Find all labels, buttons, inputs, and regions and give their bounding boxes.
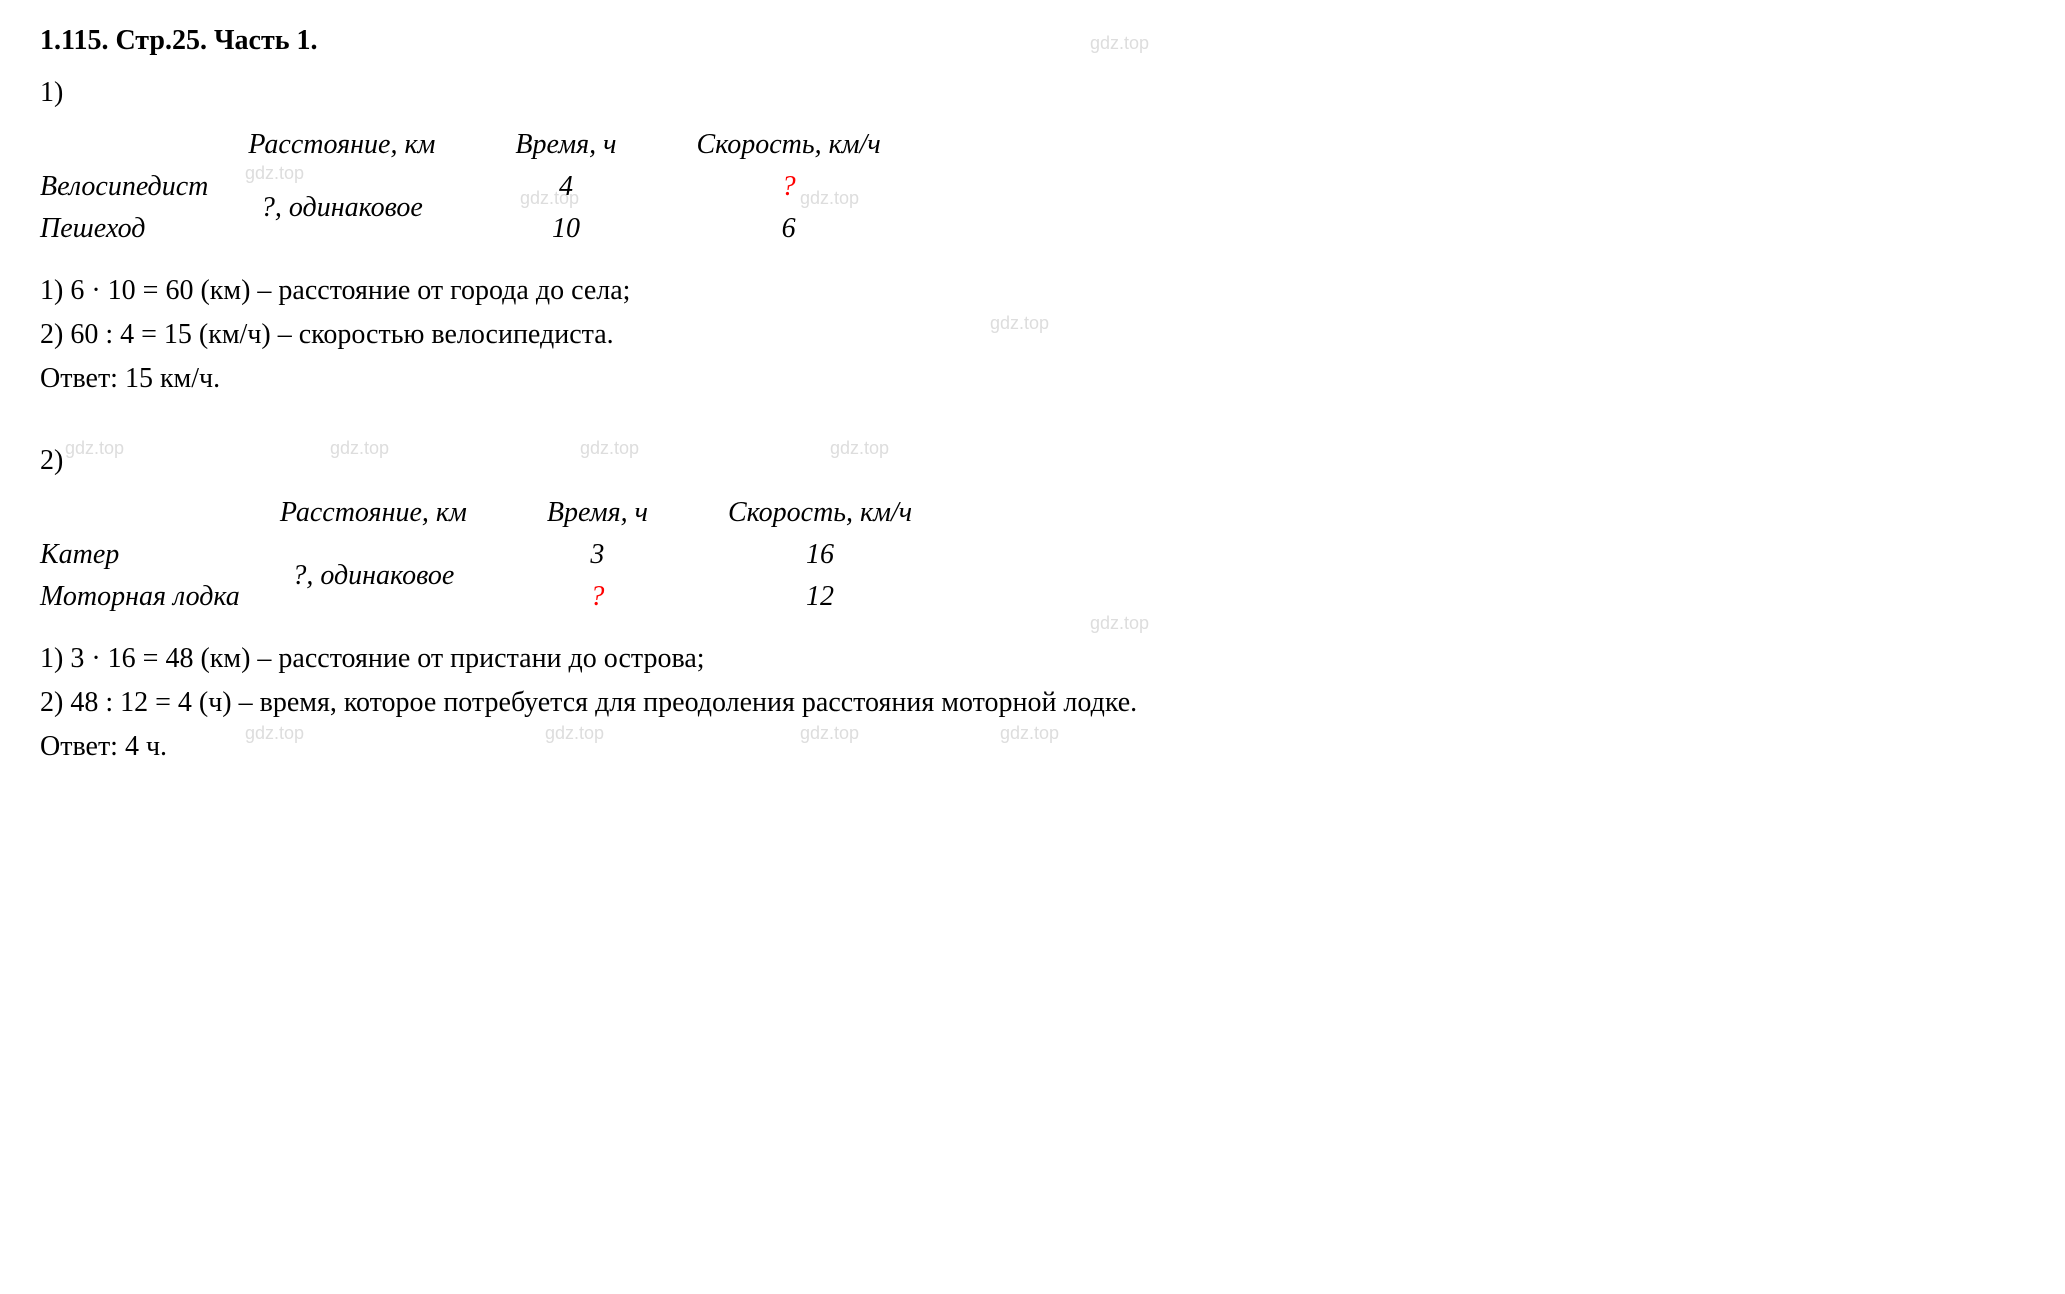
col-header-time: Время, ч [515,124,616,166]
section1-table: Велосипедист Пешеход Расстояние, км ?, о… [40,124,2025,250]
speed-cell: 12 [728,576,912,618]
speed-cell: ? [696,166,880,208]
col-header-distance: Расстояние, км [280,492,467,534]
time-cell: ? [547,576,648,618]
col-header-distance: Расстояние, км [248,124,435,166]
speed-cell: 6 [696,208,880,250]
calc-line: 1) 6 · 10 = 60 (км) – расстояние от горо… [40,270,2025,312]
row-label: Катер [40,534,240,576]
row-label: Велосипедист [40,166,208,208]
distance-merged: ?, одинаковое [248,166,435,250]
calc-line: 1) 3 · 16 = 48 (км) – расстояние от прис… [40,638,2025,680]
section1-num: 1) [40,72,2025,114]
answer-line: Ответ: 15 км/ч. [40,358,2025,400]
row-label: Моторная лодка [40,576,240,618]
row-label: Пешеход [40,208,208,250]
col-header-speed: Скорость, км/ч [696,124,880,166]
speed-cell: 16 [728,534,912,576]
time-cell: 3 [547,534,648,576]
section2-num: 2) [40,440,2025,482]
distance-merged: ?, одинаковое [280,534,467,618]
time-cell: 10 [515,208,616,250]
col-header-speed: Скорость, км/ч [728,492,912,534]
answer-line: Ответ: 4 ч. [40,726,2025,768]
calc-line: 2) 48 : 12 = 4 (ч) – время, которое потр… [40,682,2025,724]
time-cell: 4 [515,166,616,208]
col-header-time: Время, ч [547,492,648,534]
page-header: 1.115. Стр.25. Часть 1. [40,20,2025,62]
calc-line: 2) 60 : 4 = 15 (км/ч) – скоростью велоси… [40,314,2025,356]
section2-table: Катер Моторная лодка Расстояние, км ?, о… [40,492,2025,618]
